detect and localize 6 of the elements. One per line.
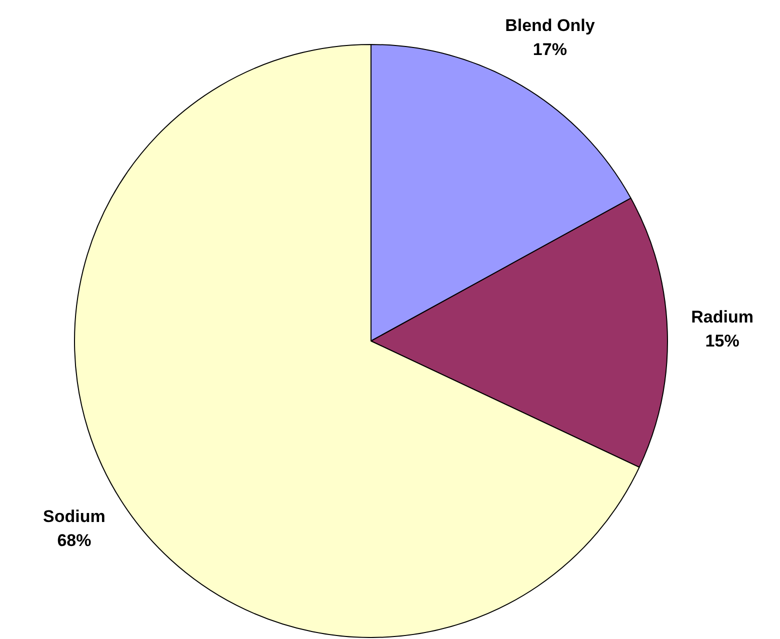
slice-label: Sodium: [43, 507, 106, 526]
slice-label: Blend Only: [505, 16, 596, 36]
data-label: 15%: [705, 332, 740, 351]
slice-label: Radium: [691, 308, 754, 327]
data-label: 68%: [57, 531, 92, 550]
data-label: 17%: [532, 40, 567, 60]
